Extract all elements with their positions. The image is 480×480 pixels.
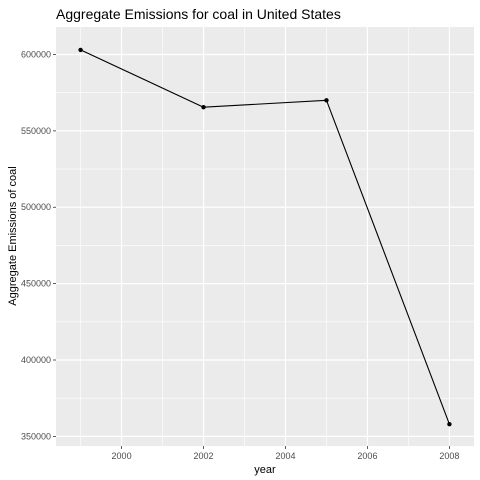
data-point — [78, 47, 83, 53]
y-tick-label: 350000 — [21, 431, 51, 441]
x-axis: 2000 2002 2004 2006 2008 — [112, 446, 459, 461]
y-tick-label: 400000 — [21, 355, 51, 365]
y-tick-label: 450000 — [21, 279, 51, 289]
series-layer — [80, 49, 450, 425]
plot-panel — [56, 27, 474, 446]
y-tick-label: 550000 — [21, 126, 51, 136]
x-axis-title: year — [254, 464, 276, 476]
major-gridlines — [56, 27, 474, 446]
data-point — [447, 421, 452, 427]
points-layer — [78, 47, 452, 427]
y-tick-label: 600000 — [21, 49, 51, 59]
y-tick-label: 500000 — [21, 202, 51, 212]
minor-gridlines — [56, 27, 474, 446]
x-tick-label: 2006 — [357, 451, 377, 461]
x-tick-label: 2004 — [275, 451, 295, 461]
x-tick-label: 2002 — [194, 451, 214, 461]
x-tick-label: 2000 — [112, 451, 132, 461]
series-line — [80, 49, 450, 425]
chart-title: Aggregate Emissions for coal in United S… — [56, 6, 341, 22]
y-axis: 350000 400000 450000 500000 550000 600000 — [21, 49, 56, 441]
data-point — [324, 98, 329, 103]
x-tick-label: 2008 — [439, 451, 459, 461]
data-point — [201, 104, 206, 110]
y-axis-title: Aggregate Emissions of coal — [7, 166, 19, 305]
